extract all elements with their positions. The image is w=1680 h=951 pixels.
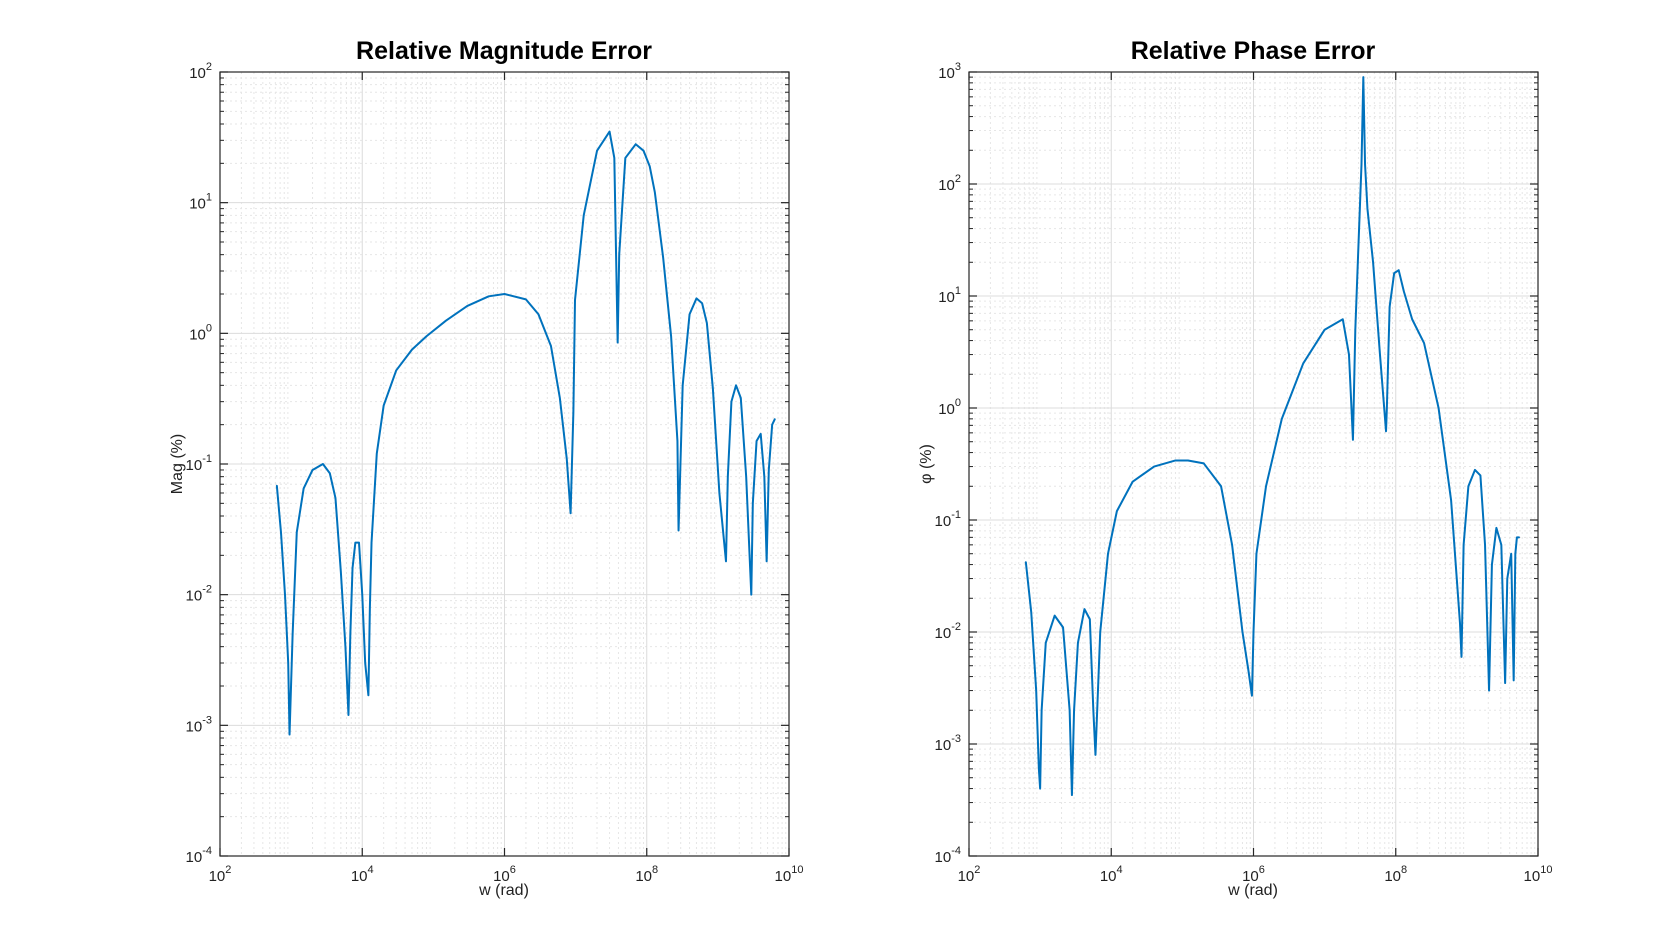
magnitude-x-tick-label: 104	[351, 864, 374, 885]
phase-chart-title: Relative Phase Error	[1131, 37, 1376, 65]
magnitude-y-tick-label: 100	[189, 322, 212, 343]
phase-y-tick-label: 10-1	[935, 509, 961, 530]
phase-y-tick-label: 10-3	[935, 733, 961, 754]
phase-y-tick-label: 101	[938, 285, 961, 306]
phase-tick-marks	[968, 71, 1539, 857]
magnitude-y-tick-label: 10-4	[186, 845, 212, 866]
phase-x-tick-label: 108	[1384, 864, 1407, 885]
phase-error-series-line	[1024, 76, 1520, 797]
magnitude-y-tick-labels: 10-4 10-3 10-2 10-1 100 101 102	[186, 61, 212, 866]
phase-y-tick-label: 100	[938, 397, 961, 418]
phase-error-subplot: 102 104 106 108 1010 10-410-310-210-11001011…	[918, 37, 1552, 899]
phase-x-tick-label: 102	[958, 864, 981, 885]
magnitude-error-subplot: 102 104 106 108 1010 10-410-310-210-11001011…	[169, 37, 803, 899]
phase-y-tick-label: 10-2	[935, 621, 961, 642]
magnitude-x-tick-label: 102	[209, 864, 232, 885]
magnitude-error-series-line	[275, 130, 776, 736]
phase-y-tick-label: 10-4	[935, 845, 961, 866]
magnitude-x-axis-label: w (rad)	[478, 882, 529, 899]
magnitude-y-tick-label: 101	[189, 192, 212, 213]
phase-y-tick-labels: 10-4 10-3 10-2 10-1 100 101 102 103	[935, 61, 961, 866]
magnitude-chart-title: Relative Magnitude Error	[356, 37, 652, 65]
phase-minor-grid	[969, 72, 1538, 856]
magnitude-y-tick-label: 10-3	[186, 714, 212, 735]
phase-x-axis-label: w (rad)	[1227, 882, 1278, 899]
phase-x-tick-label: 104	[1100, 864, 1123, 885]
magnitude-x-tick-label: 1010	[775, 864, 804, 885]
magnitude-y-tick-label: 10-1	[186, 453, 212, 474]
phase-y-tick-label: 102	[938, 173, 961, 194]
magnitude-y-tick-label: 102	[189, 61, 212, 82]
phase-x-tick-labels: 102 104 106 108 1010	[958, 864, 1553, 885]
phase-y-tick-label: 103	[938, 61, 961, 82]
magnitude-plot-area	[275, 130, 776, 736]
magnitude-tick-marks	[219, 71, 790, 857]
phase-plot-area	[1024, 76, 1520, 797]
magnitude-x-tick-label: 106	[493, 864, 516, 885]
phase-x-tick-label: 1010	[1524, 864, 1553, 885]
magnitude-x-tick-label: 108	[635, 864, 658, 885]
phase-y-axis-label: φ (%)	[918, 444, 935, 484]
phase-x-tick-label: 106	[1242, 864, 1265, 885]
magnitude-y-tick-label: 10-2	[186, 584, 212, 605]
magnitude-y-axis-label: Mag (%)	[169, 434, 186, 494]
magnitude-x-tick-labels: 102 104 106 108 1010	[209, 864, 804, 885]
